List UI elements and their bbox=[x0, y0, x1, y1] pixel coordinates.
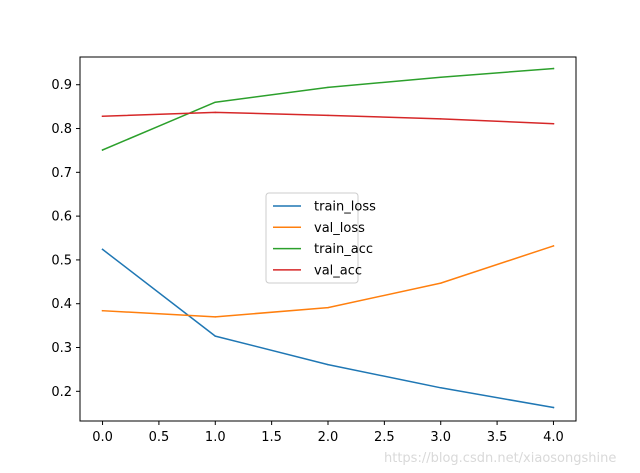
watermark-text: https://blog.csdn.net/xiaosongshine bbox=[384, 451, 616, 466]
legend-label-train_acc: train_acc bbox=[314, 242, 373, 257]
legend-box bbox=[265, 192, 359, 284]
data-point-val_acc-4 bbox=[552, 122, 555, 125]
data-point-train_loss-0 bbox=[101, 248, 104, 251]
data-point-val_acc-1 bbox=[214, 111, 217, 114]
data-point-train_acc-0 bbox=[101, 149, 104, 151]
data-point-train_acc-2 bbox=[327, 86, 329, 89]
data-point-train_acc-1 bbox=[214, 101, 217, 103]
data-point-train_acc-3 bbox=[439, 76, 442, 79]
x-tick-label: 1.0 bbox=[205, 430, 226, 445]
data-point-val_loss-1 bbox=[214, 316, 217, 318]
series-lines bbox=[101, 67, 555, 409]
y-tick-label: 0.5 bbox=[51, 253, 72, 268]
data-point-val_loss-4 bbox=[552, 245, 555, 247]
y-tick-label: 0.3 bbox=[51, 341, 72, 356]
y-tick-label: 0.7 bbox=[51, 166, 72, 181]
x-tick-label: 2.0 bbox=[318, 430, 339, 445]
data-point-val_acc-2 bbox=[327, 114, 329, 117]
data-point-val_loss-0 bbox=[101, 309, 104, 312]
x-tick-label: 3.0 bbox=[430, 430, 451, 445]
x-tick-label: 4.0 bbox=[543, 430, 564, 445]
data-point-val_loss-2 bbox=[327, 306, 329, 309]
y-tick-label: 0.2 bbox=[51, 385, 72, 400]
data-point-train_loss-4 bbox=[552, 406, 555, 409]
data-point-val_acc-3 bbox=[439, 118, 442, 120]
plot-frame bbox=[79, 56, 577, 422]
x-tick-label: 0.0 bbox=[92, 430, 113, 445]
y-tick-label: 0.9 bbox=[51, 78, 72, 93]
axis-ticks: 0.0 0.5 1.0 1.5 2.0 2.5 3.0 3.5 4.0 0.2 0.3 0.4 0.5 0… bbox=[51, 78, 563, 445]
legend-label-train_loss: train_loss bbox=[314, 200, 376, 215]
x-tick-label: 3.5 bbox=[487, 430, 508, 445]
legend: train_loss val_loss train_acc val_acc bbox=[265, 192, 376, 284]
data-point-train_loss-2 bbox=[327, 363, 329, 366]
x-tick-label: 2.5 bbox=[374, 430, 395, 445]
data-point-val_acc-0 bbox=[101, 115, 104, 118]
legend-label-val_loss: val_loss bbox=[314, 221, 365, 236]
x-tick-label: 1.5 bbox=[261, 430, 282, 445]
data-point-train_acc-4 bbox=[552, 67, 555, 70]
data-point-train_loss-3 bbox=[439, 387, 442, 389]
y-tick-label: 0.4 bbox=[51, 297, 72, 312]
data-point-val_loss-3 bbox=[439, 282, 442, 284]
data-point-train_loss-1 bbox=[214, 335, 217, 337]
x-tick-label: 0.5 bbox=[149, 430, 170, 445]
legend-label-val_acc: val_acc bbox=[314, 263, 362, 278]
y-tick-label: 0.6 bbox=[51, 210, 72, 225]
y-tick-label: 0.8 bbox=[51, 122, 72, 137]
